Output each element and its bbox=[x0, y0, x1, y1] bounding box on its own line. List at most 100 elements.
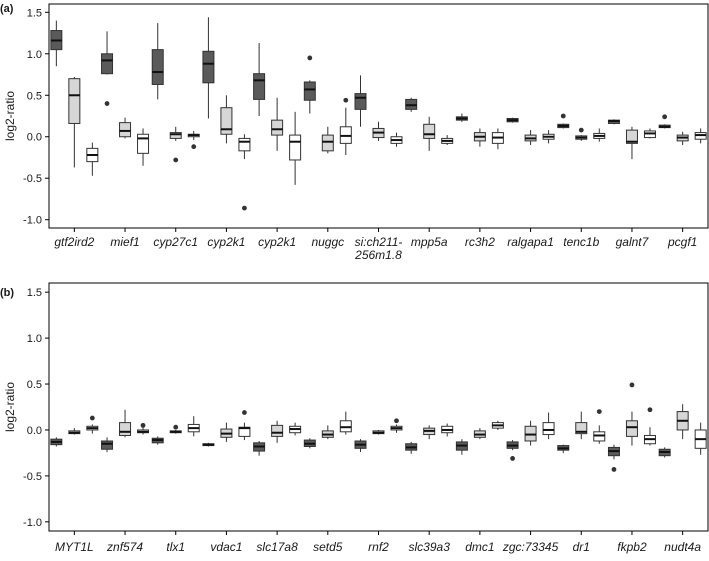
box bbox=[169, 132, 182, 139]
box-group: MYT1L bbox=[50, 415, 99, 554]
category-label: cyp2k1 bbox=[258, 235, 296, 249]
box-group: nuggc bbox=[303, 55, 352, 249]
category-label: rnf2 bbox=[368, 540, 389, 554]
panel-label: (a) bbox=[0, 3, 14, 15]
category-label-line: dmc1 bbox=[465, 540, 494, 554]
y-tick-label: 1.0 bbox=[27, 49, 42, 61]
outlier-point bbox=[629, 382, 635, 388]
category-label: nudt4a bbox=[664, 540, 701, 554]
category-label-line: fkpb2 bbox=[617, 540, 647, 554]
box-group: setd5 bbox=[303, 411, 352, 554]
category-label-line: cyp2k1 bbox=[207, 235, 245, 249]
box bbox=[271, 424, 284, 437]
category-label: cyp2k1 bbox=[207, 235, 245, 249]
category-label-line: nuggc bbox=[311, 235, 344, 249]
category-label-line: mpp5a bbox=[411, 235, 448, 249]
category-label-line: mief1 bbox=[110, 235, 139, 249]
category-label-line: setd5 bbox=[313, 540, 343, 554]
outlier-point bbox=[596, 409, 602, 414]
box bbox=[625, 129, 638, 144]
outlier-point bbox=[140, 422, 146, 428]
category-label-line: rc3h2 bbox=[465, 235, 495, 249]
outlier-point bbox=[662, 114, 668, 120]
category-label: fkpb2 bbox=[617, 540, 647, 554]
outlier-point bbox=[578, 127, 584, 133]
category-label: tlx1 bbox=[166, 540, 185, 554]
box bbox=[202, 50, 215, 84]
box bbox=[101, 440, 114, 450]
category-label: dmc1 bbox=[465, 540, 494, 554]
panel-b: (b) log2-ratio -1.0 -0.5 0.0 0.5 1.0 1.5 MYT1L zn… bbox=[0, 282, 709, 554]
y-tick-label: 0.5 bbox=[27, 90, 42, 102]
outlier-point bbox=[89, 415, 95, 421]
category-label: galnt7 bbox=[616, 235, 650, 249]
category-label-line: cyp2k1 bbox=[258, 235, 296, 249]
box bbox=[238, 137, 251, 152]
outlier-point bbox=[104, 101, 110, 106]
category-label: tenc1b bbox=[563, 235, 599, 249]
box-group: rc3h2 bbox=[455, 113, 504, 249]
box-group: fkpb2 bbox=[607, 382, 656, 554]
y-tick-label: 0.0 bbox=[27, 425, 42, 437]
box-group: vdac1 bbox=[202, 410, 251, 554]
category-label: gtf2ird2 bbox=[54, 235, 94, 249]
box bbox=[119, 422, 132, 436]
box bbox=[137, 133, 150, 154]
box bbox=[423, 123, 436, 139]
category-label-line: pcgf1 bbox=[667, 235, 697, 249]
category-label-line: rnf2 bbox=[368, 540, 389, 554]
y-tick-label: -1.0 bbox=[23, 215, 42, 227]
y-axis-label: log2-ratio bbox=[3, 382, 17, 432]
box bbox=[542, 422, 555, 436]
box-group: cyp2k1 bbox=[202, 17, 251, 249]
category-label-line: 256m1.8 bbox=[354, 248, 402, 262]
box bbox=[253, 73, 266, 100]
box-group: tlx1 bbox=[151, 416, 200, 554]
category-label: nuggc bbox=[311, 235, 344, 249]
outlier-point bbox=[343, 97, 349, 103]
panel-label: (b) bbox=[0, 287, 14, 299]
box-group: pcgf1 bbox=[658, 114, 707, 249]
category-label-line: vdac1 bbox=[210, 540, 242, 554]
category-label-line: tenc1b bbox=[563, 235, 599, 249]
box-group: slc39a3 bbox=[405, 423, 454, 554]
category-label: cyp27c1 bbox=[153, 235, 198, 249]
box bbox=[119, 122, 132, 138]
box-group: zgc:73345 bbox=[502, 412, 559, 554]
category-label-line: slc39a3 bbox=[409, 540, 451, 554]
box-group: mief1 bbox=[101, 31, 150, 249]
outlier-point bbox=[560, 113, 566, 119]
box bbox=[101, 53, 114, 75]
category-label: slc17a8 bbox=[256, 540, 298, 554]
category-label: si:ch211-256m1.8 bbox=[354, 235, 402, 262]
box-group: ralgapa1 bbox=[506, 117, 555, 249]
box bbox=[289, 134, 302, 161]
box bbox=[321, 134, 334, 152]
y-tick-label: -0.5 bbox=[23, 471, 42, 483]
category-label-line: galnt7 bbox=[616, 235, 650, 249]
box bbox=[151, 49, 164, 85]
category-label: vdac1 bbox=[210, 540, 242, 554]
box-group: cyp2k1 bbox=[253, 42, 302, 249]
y-tick-label: 1.5 bbox=[27, 7, 42, 19]
category-label: slc39a3 bbox=[409, 540, 451, 554]
outlier-point bbox=[173, 424, 179, 430]
y-tick-label: 1.0 bbox=[27, 333, 42, 345]
box bbox=[625, 420, 638, 437]
outlier-point bbox=[173, 157, 179, 163]
box-group: si:ch211-256m1.8 bbox=[354, 75, 403, 262]
category-label-line: ralgapa1 bbox=[507, 235, 554, 249]
y-tick-label: -0.5 bbox=[23, 173, 42, 185]
y-tick-label: -1.0 bbox=[23, 517, 42, 529]
category-label-line: dr1 bbox=[573, 540, 590, 554]
plot-frame bbox=[48, 3, 709, 229]
outlier-point bbox=[242, 410, 247, 415]
outlier-point bbox=[647, 407, 653, 413]
panel-a: (a) log2-ratio -1.0 -0.5 0.0 0.5 1.0 1.5 gtf2ird… bbox=[0, 3, 709, 262]
outlier-point bbox=[394, 418, 399, 424]
box bbox=[220, 107, 233, 135]
box-group: cyp27c1 bbox=[151, 23, 200, 249]
box bbox=[575, 422, 588, 435]
outlier-point bbox=[191, 144, 197, 150]
box-group: tenc1b bbox=[557, 113, 606, 249]
